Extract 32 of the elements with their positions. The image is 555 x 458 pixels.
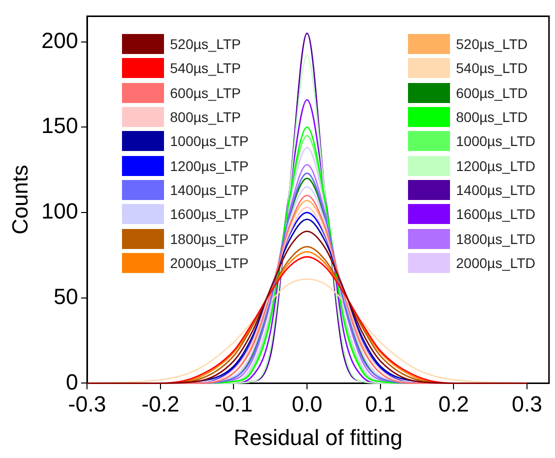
legend-label: 1000µs_LTP	[170, 133, 249, 150]
legend-label: 1800µs_LTP	[170, 230, 249, 247]
legend-label: 600µs_LTP	[170, 84, 241, 101]
legend-label: 540µs_LTP	[170, 60, 241, 76]
y-tick-label: 150	[41, 113, 78, 138]
x-tick-label: 0.3	[512, 391, 542, 416]
y-tick-label: 50	[54, 284, 78, 309]
x-tick-label: 0.2	[438, 391, 469, 416]
legend-label: 1400µs_LTD	[456, 182, 536, 198]
legend-label: 1600µs_LTD	[456, 206, 536, 222]
legend-label: 1200µs_LTP	[170, 158, 249, 174]
legend-label: 2000µs_LTP	[170, 254, 249, 271]
legend-label: 600µs_LTD	[456, 84, 528, 101]
y-tick-label: 100	[41, 198, 78, 224]
x-tick-label: -0.2	[141, 391, 180, 416]
legend-label: 1200µs_LTD	[456, 158, 536, 174]
x-tick-label: 0.0	[292, 391, 322, 416]
legend-label: 2000µs_LTD	[456, 254, 536, 271]
y-axis-title: Counts	[7, 164, 32, 235]
legend-label: 520µs_LTD	[456, 36, 528, 52]
legend-label: 800µs_LTP	[170, 109, 241, 126]
legend-label: 1800µs_LTD	[456, 230, 536, 247]
legend-label: 1400µs_LTP	[170, 182, 249, 198]
y-tick-label: 200	[41, 28, 78, 53]
legend-label: 1000µs_LTD	[456, 133, 536, 150]
x-tick-label: -0.1	[214, 391, 253, 416]
x-tick-label: 0.1	[365, 391, 396, 416]
legend-label: 800µs_LTD	[456, 109, 528, 126]
legend-label: 520µs_LTP	[170, 36, 241, 52]
legend-label: 1600µs_LTP	[170, 206, 249, 222]
legend-label: 540µs_LTD	[456, 60, 528, 76]
x-axis-title: Residual of fitting	[234, 424, 402, 450]
